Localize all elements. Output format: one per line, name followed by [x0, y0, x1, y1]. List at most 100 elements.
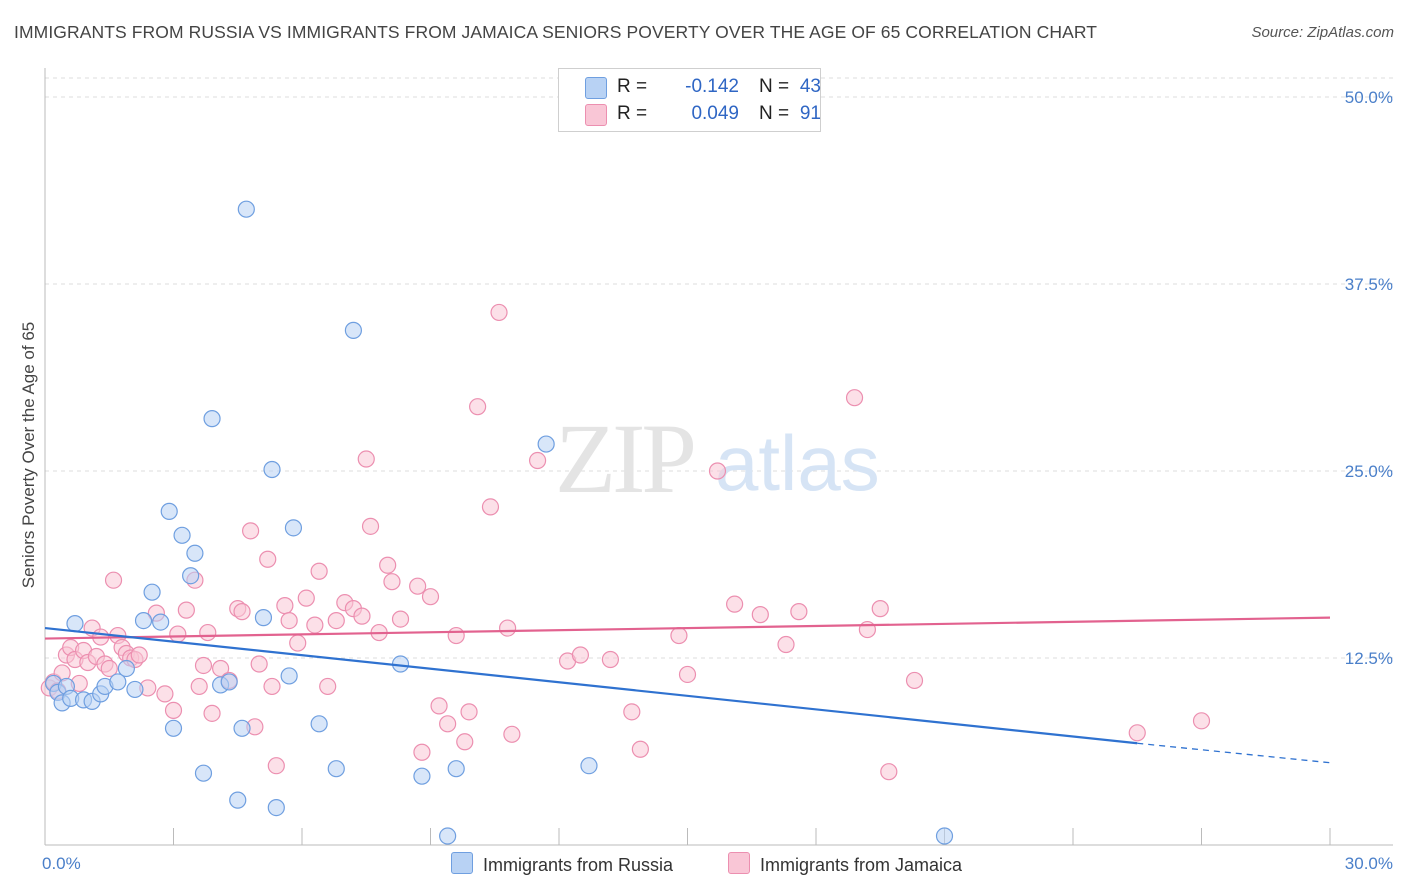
jamaica-point	[233, 603, 251, 621]
jamaica-point	[353, 607, 371, 625]
jamaica-point	[880, 763, 898, 781]
russia-point	[117, 659, 135, 678]
jamaica-point	[242, 522, 260, 540]
jamaica-point	[267, 757, 285, 775]
y-tick-label: 37.5%	[1345, 275, 1393, 294]
jamaica-point	[631, 740, 649, 758]
jamaica-point	[421, 588, 440, 606]
jamaica-point	[456, 733, 474, 751]
jamaica-point	[499, 619, 517, 637]
jamaica-point	[194, 656, 213, 675]
jamaica-r-label: R =	[617, 103, 648, 124]
jamaica-point	[623, 703, 641, 721]
y-axis-label: Seniors Poverty Over the Age of 65	[19, 322, 38, 588]
russia-point	[229, 791, 247, 809]
jamaica-point	[100, 659, 118, 678]
jamaica-point	[726, 595, 744, 613]
russia-swatch	[585, 77, 607, 99]
source-credit: Source: ZipAtlas.com	[1251, 24, 1394, 41]
jamaica-point	[777, 635, 795, 654]
jamaica-point	[357, 450, 375, 468]
trend-lines	[44, 616, 1331, 764]
russia-point	[126, 680, 144, 699]
jamaica-point	[439, 715, 457, 733]
jamaica-point	[203, 704, 221, 722]
jamaica-point	[678, 665, 697, 684]
jamaica-point	[310, 562, 328, 580]
watermark-zip: ZIP	[555, 403, 693, 514]
jamaica-point	[289, 634, 307, 652]
jamaica-point	[751, 606, 769, 624]
jamaica-point	[250, 655, 268, 673]
jamaica-point	[361, 517, 380, 535]
russia-point	[280, 667, 298, 685]
jamaica-point	[263, 677, 281, 696]
jamaica-n-label: N =	[759, 103, 790, 124]
russia-point	[935, 827, 954, 845]
bottom-legend-jamaica: Immigrants from Jamaica	[728, 852, 962, 876]
correlation-legend: R = -0.142 N = 43 R = 0.049 N = 91	[558, 68, 821, 132]
axes-layer: 12.5% 25.0% 37.5% 50.0%	[44, 68, 1393, 846]
jamaica-trend-line	[44, 616, 1331, 640]
jamaica-point	[845, 389, 864, 407]
jamaica-point	[259, 550, 277, 568]
russia-r-value: -0.142	[685, 76, 739, 97]
russia-point	[344, 321, 362, 339]
bottom-russia-swatch	[451, 852, 473, 874]
jamaica-point	[571, 646, 590, 664]
russia-trend-line	[44, 626, 1138, 745]
russia-point	[233, 719, 251, 737]
jamaica-point	[905, 671, 924, 690]
jamaica-point	[383, 573, 401, 591]
jamaica-points	[40, 303, 1211, 781]
jamaica-point	[164, 701, 183, 719]
russia-point	[160, 502, 178, 520]
russia-points	[44, 200, 954, 845]
russia-point	[220, 673, 238, 691]
jamaica-point	[190, 677, 208, 696]
russia-trend-extension	[1137, 742, 1331, 764]
y-tick-label: 50.0%	[1345, 88, 1393, 107]
bottom-russia-label: Immigrants from Russia	[483, 855, 674, 875]
jamaica-n-value: 91	[799, 103, 821, 124]
jamaica-point	[130, 646, 148, 664]
russia-point	[267, 798, 285, 817]
jamaica-point	[601, 650, 620, 669]
russia-point	[310, 715, 328, 733]
jamaica-point	[447, 626, 465, 645]
russia-point	[173, 526, 191, 544]
jamaica-point	[319, 677, 337, 696]
russia-point	[194, 764, 213, 782]
russia-point	[447, 760, 465, 778]
russia-r-label: R =	[617, 76, 648, 97]
russia-point	[164, 719, 183, 737]
jamaica-point	[490, 303, 508, 322]
jamaica-point	[790, 603, 808, 621]
russia-point	[537, 435, 555, 453]
jamaica-point	[156, 685, 174, 703]
jamaica-point	[670, 626, 688, 645]
bottom-jamaica-swatch	[728, 852, 750, 874]
russia-point	[254, 609, 273, 627]
jamaica-point	[460, 703, 478, 721]
jamaica-point	[391, 610, 410, 628]
russia-point	[237, 200, 255, 218]
grid-layer	[45, 77, 1393, 659]
jamaica-point	[276, 597, 294, 615]
russia-point	[284, 519, 303, 537]
russia-point	[413, 767, 431, 785]
jamaica-point	[199, 623, 217, 642]
russia-point	[263, 460, 281, 479]
jamaica-swatch	[585, 104, 607, 126]
jamaica-point	[503, 725, 521, 743]
russia-point	[203, 410, 221, 428]
jamaica-point	[413, 743, 431, 761]
jamaica-point	[481, 498, 500, 516]
bottom-jamaica-label: Immigrants from Jamaica	[760, 855, 963, 875]
jamaica-point	[280, 611, 298, 630]
jamaica-point	[306, 616, 324, 634]
jamaica-point	[708, 462, 727, 480]
jamaica-point	[1128, 724, 1146, 742]
russia-point	[327, 760, 345, 778]
